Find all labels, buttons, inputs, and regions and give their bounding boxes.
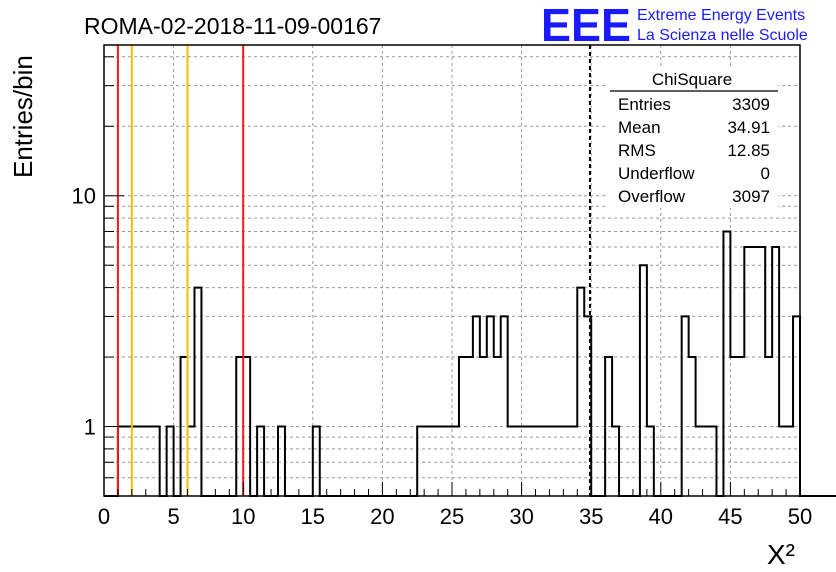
- x-tick-label: 20: [370, 504, 394, 529]
- x-axis-label: X²: [767, 539, 795, 570]
- histogram-bin: [487, 316, 494, 496]
- stats-box-background: [606, 66, 778, 208]
- stats-row-value: 3309: [732, 95, 770, 114]
- histogram-layer: [104, 230, 836, 497]
- ticks-layer: 0 5 10 15 20 25 30 35 40 45 50 1 10: [72, 56, 812, 529]
- x-tick-label: 30: [509, 504, 533, 529]
- eee-logo: EEE Extreme Energy Events La Scienza nel…: [541, 0, 808, 51]
- grid-layer: [104, 45, 800, 497]
- histogram-bin: [772, 247, 779, 496]
- stats-row-value: 0: [761, 164, 770, 183]
- histogram-bin: [744, 247, 751, 496]
- x-tick-label: 45: [718, 504, 742, 529]
- y-tick-label: 10: [72, 184, 96, 209]
- stats-row-value: 34.91: [727, 118, 770, 137]
- stats-rows: Entries 3309 Mean 34.91 RMS 12.85 Underflow 0 Ov…: [618, 95, 770, 206]
- logo-line-1: Extreme Energy Events: [637, 7, 805, 24]
- histogram-bin: [682, 316, 689, 496]
- stats-title: ChiSquare: [652, 70, 732, 89]
- histogram-bin: [751, 247, 758, 496]
- y-axis-label: Entries/bin: [8, 55, 38, 178]
- histogram-bin: [640, 265, 647, 496]
- histogram-bin: [501, 316, 508, 496]
- histogram-bin: [473, 316, 480, 496]
- x-tick-label: 50: [788, 504, 812, 529]
- x-tick-label: 15: [301, 504, 325, 529]
- x-tick-label: 5: [167, 504, 179, 529]
- stats-row-label: Overflow: [618, 187, 686, 206]
- eee-logo-mark: EEE: [541, 0, 631, 51]
- histogram-bin: [723, 231, 730, 496]
- stats-row-value: 12.85: [727, 141, 770, 160]
- stats-row-label: Underflow: [618, 164, 695, 183]
- x-tick-label: 35: [579, 504, 603, 529]
- x-tick-label: 40: [649, 504, 673, 529]
- histogram-bin: [793, 316, 800, 496]
- chart-title: ROMA-02-2018-11-09-00167: [84, 13, 381, 39]
- x-tick-label: 25: [440, 504, 464, 529]
- histogram-bin: [584, 316, 591, 496]
- marker-lines-layer: [116, 45, 591, 496]
- stats-row-label: Mean: [618, 118, 661, 137]
- x-tick-label: 0: [98, 504, 110, 529]
- histogram-outline: [104, 230, 836, 497]
- stats-row-value: 3097: [732, 187, 770, 206]
- logo-line-2: La Scienza nelle Scuole: [637, 27, 808, 44]
- stats-row-label: Entries: [618, 95, 671, 114]
- stats-row-label: RMS: [618, 141, 656, 160]
- histogram-bin: [194, 288, 201, 496]
- histogram-bin: [758, 247, 765, 496]
- histogram-bin: [577, 288, 584, 496]
- stats-box: ChiSquare Entries 3309 Mean 34.91 RMS 12.85 Un…: [606, 66, 778, 208]
- x-tick-label: 10: [231, 504, 255, 529]
- y-tick-label: 1: [84, 415, 96, 440]
